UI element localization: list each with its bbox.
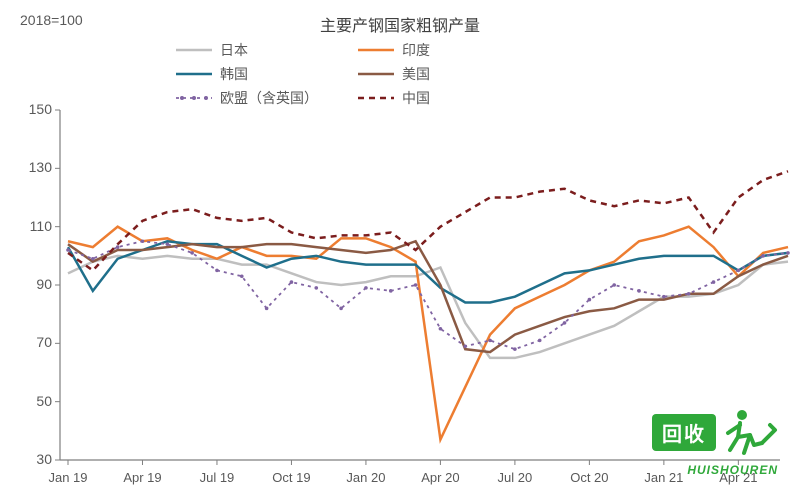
legend-item-korea: 韩国 [176,64,318,84]
legend-label-eu: 欧盟（含英国） [220,88,318,108]
watermark-figure-icon [720,405,780,460]
legend-swatch-usa [358,68,394,80]
legend-item-eu: 欧盟（含英国） [176,88,318,108]
legend-label-japan: 日本 [220,40,248,60]
y-tick-label: 90 [20,276,52,292]
y-tick-label: 110 [20,218,52,234]
legend-item-usa: 美国 [358,64,430,84]
chart-title: 主要产钢国家粗钢产量 [280,12,520,36]
legend-item-india: 印度 [358,40,430,60]
x-tick-label: Jul 20 [498,470,533,485]
x-tick-label: Jul 19 [200,470,235,485]
y-tick-label: 130 [20,159,52,175]
x-tick-label: Apr 19 [123,470,161,485]
legend-swatch-india [358,44,394,56]
x-tick-label: Jan 19 [48,470,87,485]
baseline-label: 2018=100 [20,12,83,28]
legend-item-china: 中国 [358,88,430,108]
legend: 日本 印度韩国 美国欧盟（含英国） 中国 [176,40,430,108]
legend-item-japan: 日本 [176,40,318,60]
y-tick-label: 150 [20,101,52,117]
legend-swatch-korea [176,68,212,80]
legend-label-usa: 美国 [402,64,430,84]
y-tick-label: 70 [20,334,52,350]
legend-label-china: 中国 [402,88,430,108]
watermark-badge: 回收 [652,414,716,451]
y-tick-label: 50 [20,393,52,409]
legend-label-korea: 韩国 [220,64,248,84]
legend-swatch-china [358,92,394,104]
watermark-url: HUISHOUREN [687,463,778,477]
legend-label-india: 印度 [402,40,430,60]
x-tick-label: Apr 20 [421,470,459,485]
legend-swatch-eu [176,92,212,104]
legend-swatch-japan [176,44,212,56]
x-tick-label: Oct 20 [570,470,608,485]
watermark: 回收 [652,405,780,460]
x-tick-label: Jan 20 [346,470,385,485]
chart-container: 2018=100 主要产钢国家粗钢产量 日本 印度韩国 美国欧盟（含英国） 中国 30… [0,0,800,500]
x-tick-label: Oct 19 [272,470,310,485]
x-tick-label: Jan 21 [644,470,683,485]
y-tick-label: 30 [20,451,52,467]
